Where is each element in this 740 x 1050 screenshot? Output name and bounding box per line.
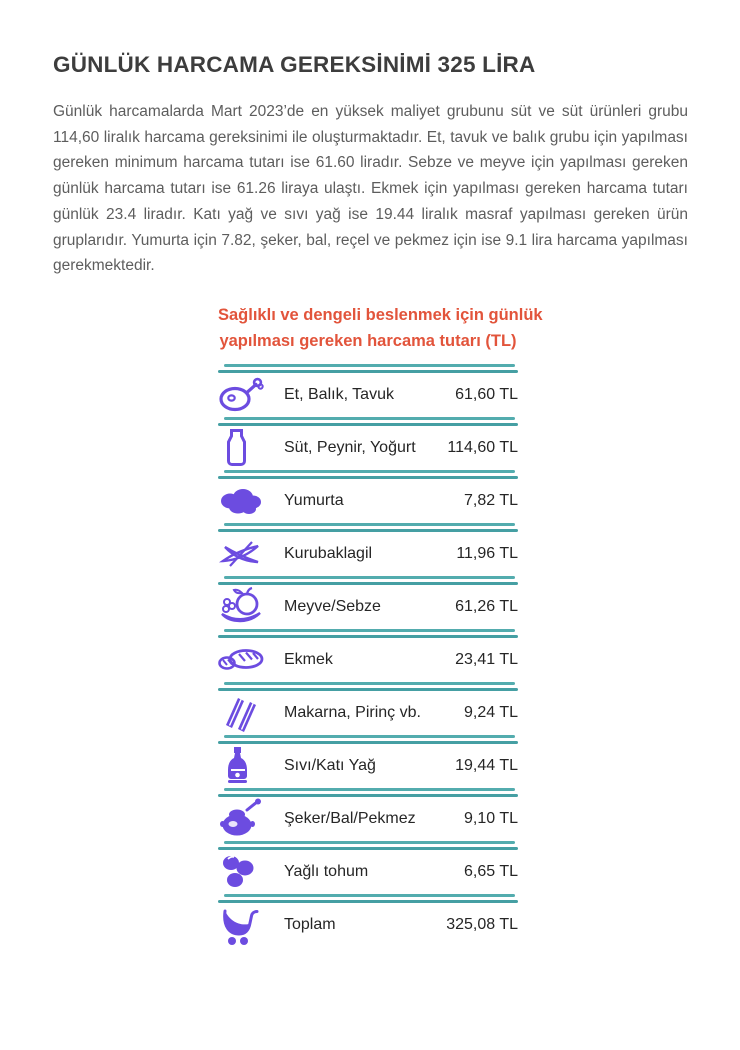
row-value: 61,26 TL [455,598,518,615]
row-separator [218,682,518,691]
row-value: 19,44 TL [455,757,518,774]
row-label: Et, Balık, Tavuk [284,386,394,403]
row-value: 6,65 TL [464,863,518,880]
row-separator [218,788,518,797]
row-separator [218,523,518,532]
row-label: Kurubaklagil [284,545,373,562]
row-separator [218,735,518,744]
table-row: Toplam 325,08 TL [218,903,518,947]
row-label: Yağlı tohum [284,863,369,880]
row-value: 11,96 TL [456,545,518,562]
meat-icon [218,375,268,415]
pasta-icon [218,692,268,734]
table-row: Meyve/Sebze 61,26 TL [218,585,518,629]
fruit-vegetable-icon [218,586,268,628]
infographic-heading-line1: Sağlıklı ve dengeli beslenmek için günlü… [218,306,543,324]
row-separator [218,364,518,373]
table-row: Makarna, Pirinç vb. 9,24 TL [218,691,518,735]
shopping-cart-icon [218,903,268,947]
oil-bottle-icon [218,745,268,787]
page-title: GÜNLÜK HARCAMA GEREKSİNİMİ 325 LİRA [53,52,536,77]
spending-infographic: Sağlıklı ve dengeli beslenmek için günlü… [218,302,543,947]
table-row: Sıvı/Katı Yağ 19,44 TL [218,744,518,788]
row-value: 61,60 TL [455,386,518,403]
table-row: Şeker/Bal/Pekmez 9,10 TL [218,797,518,841]
table-row: Yumurta 7,82 TL [218,479,518,523]
table-row: Kurubaklagil 11,96 TL [218,532,518,576]
row-label: Ekmek [284,651,333,668]
bread-icon [218,643,268,677]
table-row: Yağlı tohum 6,65 TL [218,850,518,894]
row-separator [218,894,518,903]
row-value: 114,60 TL [447,439,518,456]
row-label: Meyve/Sebze [284,598,381,615]
row-value: 9,10 TL [464,810,518,827]
row-value: 7,82 TL [464,492,518,509]
row-separator [218,629,518,638]
milk-bottle-icon [218,427,268,469]
table-row: Ekmek 23,41 TL [218,638,518,682]
table-row: Süt, Peynir, Yoğurt 114,60 TL [218,426,518,470]
infographic-heading: Sağlıklı ve dengeli beslenmek için günlü… [218,302,543,354]
row-label: Toplam [284,916,336,933]
row-separator [218,576,518,585]
article-paragraph: Günlük harcamalarda Mart 2023’de en yüks… [53,103,688,275]
row-separator [218,417,518,426]
row-value: 23,41 TL [455,651,518,668]
row-value: 325,08 TL [446,916,518,933]
legumes-icon [218,535,268,573]
row-label: Süt, Peynir, Yoğurt [284,439,416,456]
eggs-icon [218,482,268,520]
nuts-icon [218,852,268,892]
row-separator [218,470,518,479]
row-value: 9,24 TL [464,704,518,721]
row-label: Yumurta [284,492,344,509]
row-label: Şeker/Bal/Pekmez [284,810,416,827]
row-label: Sıvı/Katı Yağ [284,757,376,774]
row-separator [218,841,518,850]
table-row: Et, Balık, Tavuk 61,60 TL [218,373,518,417]
article: GÜNLÜK HARCAMA GEREKSİNİMİ 325 LİRA Günl… [53,52,688,279]
row-label: Makarna, Pirinç vb. [284,704,421,721]
honey-pot-icon [218,798,268,840]
infographic-heading-line2: yapılması gereken harcama tutarı (TL) [219,332,517,350]
